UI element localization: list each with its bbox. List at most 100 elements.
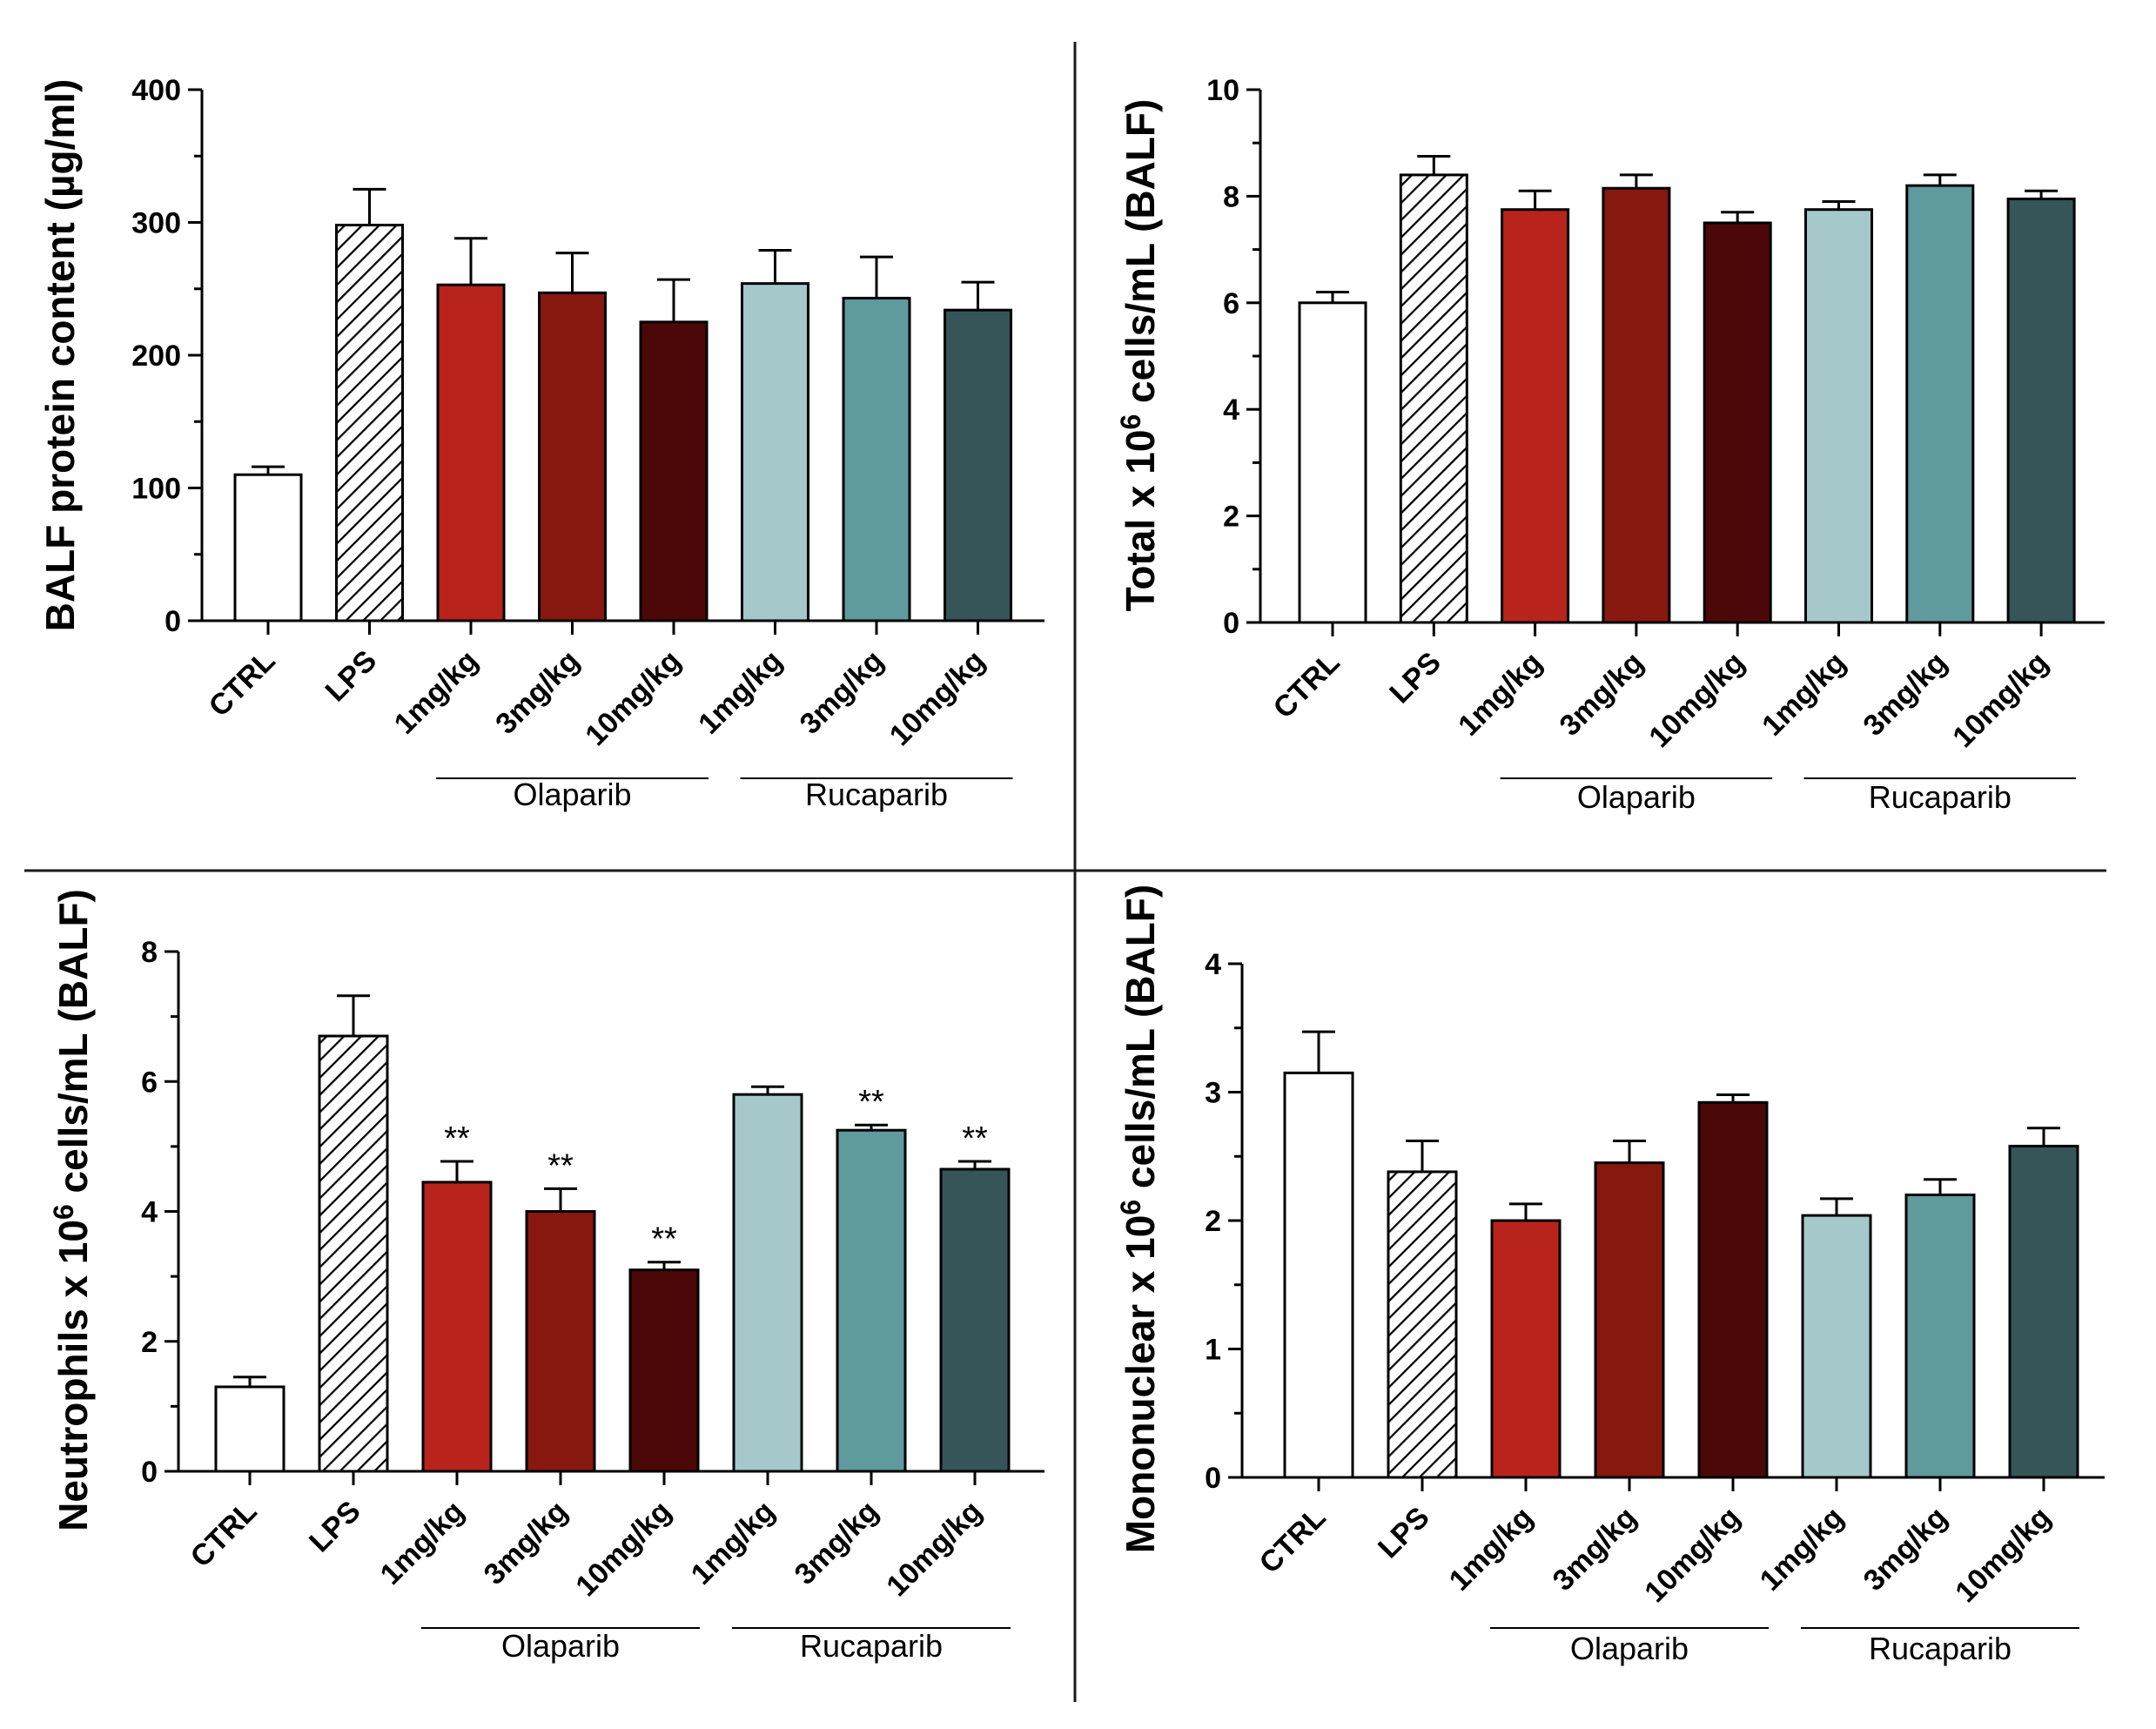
x-category-label: 1mg/kg bbox=[1756, 646, 1852, 743]
bar bbox=[1501, 208, 1570, 624]
bar bbox=[1298, 301, 1367, 624]
x-category-label: CTRL bbox=[185, 1495, 264, 1574]
bar bbox=[1801, 1214, 1872, 1479]
x-category-label: 3mg/kg bbox=[789, 1495, 885, 1591]
group-label: Olaparib bbox=[501, 1628, 620, 1664]
significance-marker: ** bbox=[444, 1120, 470, 1157]
y-axis-label-unit: cells/mL (BALF) bbox=[50, 889, 96, 1204]
x-category-label: LPS bbox=[303, 1495, 367, 1559]
x-category-label: 3mg/kg bbox=[1857, 1501, 1954, 1598]
x-category-label: LPS bbox=[319, 644, 384, 709]
bar bbox=[732, 1093, 803, 1473]
y-axis-label-unit: cells/mL (BALF) bbox=[1118, 885, 1163, 1200]
bar bbox=[944, 308, 1012, 622]
panel-balf-protein: 0 100 200 300 400 BALF protein content (µg/ml… bbox=[37, 74, 1044, 812]
y-tick-label: 0 bbox=[141, 1456, 158, 1489]
y-axis-label: Mononuclear x 106 cells/mL (BALF) bbox=[1115, 885, 1163, 1553]
bar bbox=[436, 283, 506, 622]
bar bbox=[2006, 197, 2076, 624]
x-category-label: 10mg/kg bbox=[883, 644, 991, 752]
y-axis-label-unit: cells/mL (BALF) bbox=[1118, 99, 1163, 414]
bar bbox=[318, 1034, 389, 1473]
bar bbox=[1283, 1071, 1354, 1479]
x-category-label: 1mg/kg bbox=[1452, 646, 1548, 743]
bar bbox=[741, 282, 809, 622]
bar bbox=[233, 473, 303, 622]
x-category-label: 10mg/kg bbox=[1638, 1501, 1746, 1609]
x-category-label: 10mg/kg bbox=[1949, 1501, 2057, 1609]
group-label: Rucaparib bbox=[1869, 779, 2012, 815]
bar bbox=[628, 1268, 700, 1473]
x-category-label: LPS bbox=[1383, 646, 1447, 710]
bar bbox=[1387, 1170, 1458, 1479]
x-category-label: CTRL bbox=[203, 644, 282, 723]
x-category-label: 1mg/kg bbox=[388, 644, 485, 741]
x-category-label: 10mg/kg bbox=[579, 644, 687, 752]
y-tick-label: 6 bbox=[141, 1066, 158, 1099]
y-tick-label: 2 bbox=[1205, 1205, 1221, 1238]
x-category-label: 1mg/kg bbox=[1443, 1501, 1540, 1598]
bar bbox=[525, 1210, 596, 1473]
y-tick-label: 1 bbox=[1205, 1334, 1221, 1367]
y-tick-label: 8 bbox=[1223, 180, 1239, 213]
bar bbox=[836, 1128, 907, 1473]
bar bbox=[1602, 186, 1671, 624]
bar bbox=[335, 224, 404, 622]
bar bbox=[1490, 1219, 1562, 1479]
y-tick-label: 4 bbox=[141, 1196, 158, 1229]
group-label: Rucaparib bbox=[805, 777, 948, 812]
x-category-label: 3mg/kg bbox=[794, 644, 890, 741]
y-axis-label: Neutrophils x 106 cells/mL (BALF) bbox=[48, 889, 96, 1531]
y-tick-label: 100 bbox=[131, 473, 181, 506]
y-axis-label: BALF protein content (µg/ml) bbox=[37, 79, 83, 632]
x-category-label: 3mg/kg bbox=[1857, 646, 1953, 743]
y-tick-label: 400 bbox=[131, 74, 181, 107]
x-category-label: 10mg/kg bbox=[1946, 646, 2054, 754]
bar bbox=[421, 1181, 493, 1473]
x-category-label: LPS bbox=[1372, 1501, 1436, 1565]
y-tick-label: 4 bbox=[1223, 394, 1239, 427]
bar bbox=[1594, 1161, 1665, 1479]
y-axis-label-exponent: 6 bbox=[1115, 1200, 1146, 1215]
group-label: Olaparib bbox=[1577, 779, 1696, 815]
x-category-label: 1mg/kg bbox=[1754, 1501, 1850, 1598]
y-tick-label: 300 bbox=[131, 207, 181, 240]
y-tick-label: 8 bbox=[141, 936, 158, 969]
bar bbox=[939, 1167, 1011, 1473]
x-category-label: 10mg/kg bbox=[880, 1495, 988, 1603]
x-category-label: 3mg/kg bbox=[478, 1495, 574, 1591]
y-axis-label-text: Mononuclear x 10 bbox=[1118, 1215, 1163, 1554]
significance-marker: ** bbox=[651, 1221, 677, 1258]
y-axis-label-text: Neutrophils x 10 bbox=[50, 1220, 96, 1531]
y-axis-label: Total x 106 cells/mL (BALF) bbox=[1115, 99, 1163, 612]
x-category-label: 3mg/kg bbox=[489, 644, 586, 741]
x-category-label: 3mg/kg bbox=[1547, 1501, 1643, 1598]
y-tick-label: 10 bbox=[1206, 74, 1239, 107]
y-axis-label-exponent: 6 bbox=[1115, 414, 1146, 430]
bar bbox=[1904, 1194, 1976, 1479]
x-category-label: 1mg/kg bbox=[692, 644, 789, 741]
y-tick-label: 0 bbox=[1205, 1462, 1221, 1495]
y-axis-label-text: Total x 10 bbox=[1118, 430, 1163, 612]
y-tick-label: 3 bbox=[1205, 1077, 1221, 1110]
x-category-label: 3mg/kg bbox=[1554, 646, 1650, 743]
bar bbox=[214, 1385, 285, 1473]
y-tick-label: 0 bbox=[165, 605, 181, 638]
bar bbox=[1697, 1100, 1769, 1479]
bar bbox=[842, 296, 911, 622]
significance-marker: ** bbox=[962, 1120, 988, 1157]
y-tick-label: 4 bbox=[1205, 948, 1221, 981]
y-tick-label: 200 bbox=[131, 340, 181, 373]
significance-marker: ** bbox=[858, 1084, 884, 1120]
x-category-label: CTRL bbox=[1267, 646, 1347, 725]
bar bbox=[1399, 173, 1468, 624]
bar bbox=[2008, 1144, 2079, 1479]
y-tick-label: 6 bbox=[1223, 287, 1239, 320]
x-category-label: 1mg/kg bbox=[685, 1495, 782, 1591]
bar bbox=[538, 291, 607, 622]
group-label: Rucaparib bbox=[800, 1628, 943, 1664]
x-category-label: CTRL bbox=[1253, 1501, 1333, 1580]
